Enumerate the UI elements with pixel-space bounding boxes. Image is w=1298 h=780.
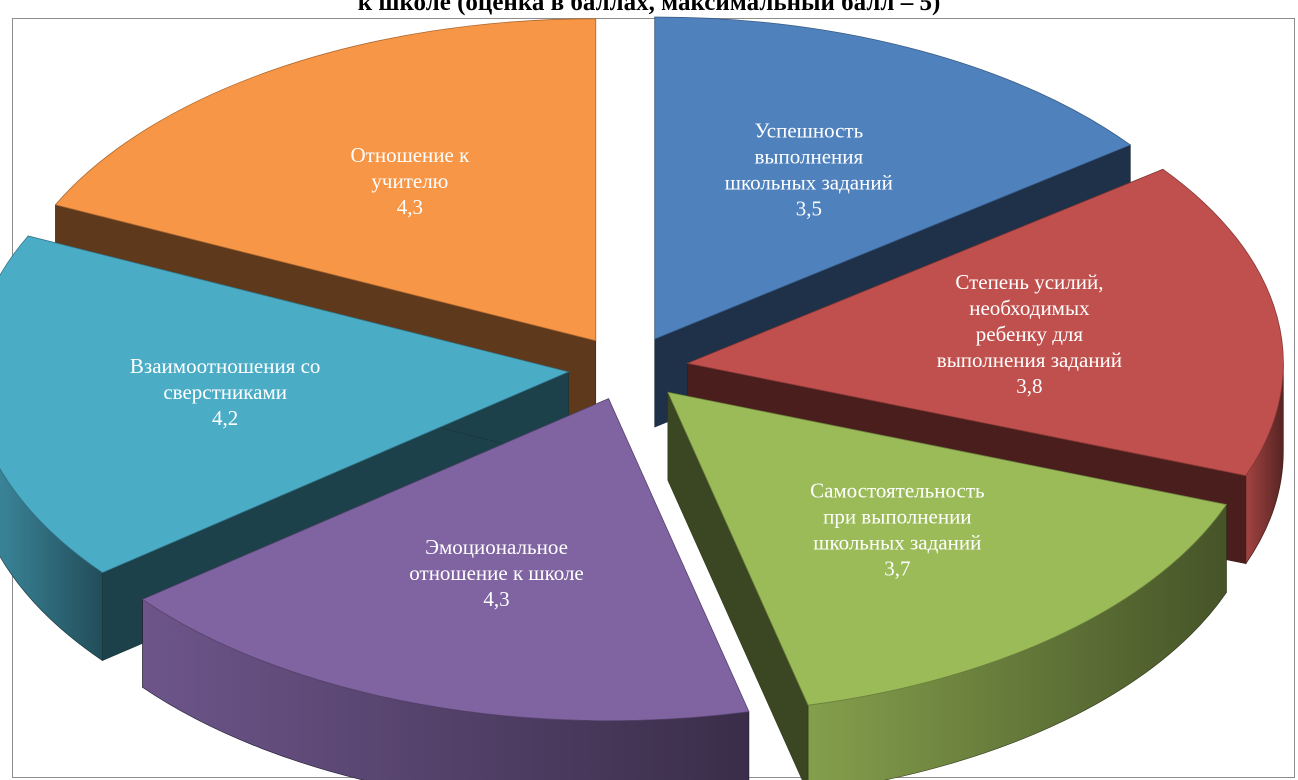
slice-category-label: выполнения (754, 145, 863, 169)
slice-value-label: 3,7 (884, 557, 910, 581)
slice-category-label: необходимых (969, 296, 1090, 320)
slice-category-label: Отношение к (350, 143, 470, 167)
slice-category-label: Самостоятельность (810, 479, 985, 503)
slice-value-label: 3,5 (796, 197, 822, 221)
slice-category-label: ребенку для (976, 322, 1084, 346)
chart-title: к школе (оценка в баллах, максимальный б… (357, 0, 941, 16)
slice-category-label: Степень усилий, (955, 270, 1103, 294)
slice-category-label: при выполнении (823, 505, 971, 529)
slice-category-label: Успешность (754, 119, 863, 143)
slice-value-label: 4,2 (212, 406, 238, 430)
slice-category-label: школьных заданий (813, 531, 981, 555)
slice-value-label: 4,3 (397, 195, 423, 219)
slice-category-label: выполнения заданий (937, 348, 1122, 372)
slice-category-label: школьных заданий (725, 171, 893, 195)
slice-category-label: Эмоциональное (425, 535, 568, 559)
slice-category-label: сверстниками (163, 380, 287, 404)
slice-category-label: учителю (371, 169, 448, 193)
pie-slice (141, 398, 750, 780)
slice-value-label: 3,8 (1016, 374, 1042, 398)
slice-category-label: Взаимоотношения со (130, 354, 321, 378)
slice-value-label: 4,3 (483, 587, 509, 611)
slice-category-label: отношение к школе (409, 561, 583, 585)
pie-slice (667, 391, 1228, 780)
